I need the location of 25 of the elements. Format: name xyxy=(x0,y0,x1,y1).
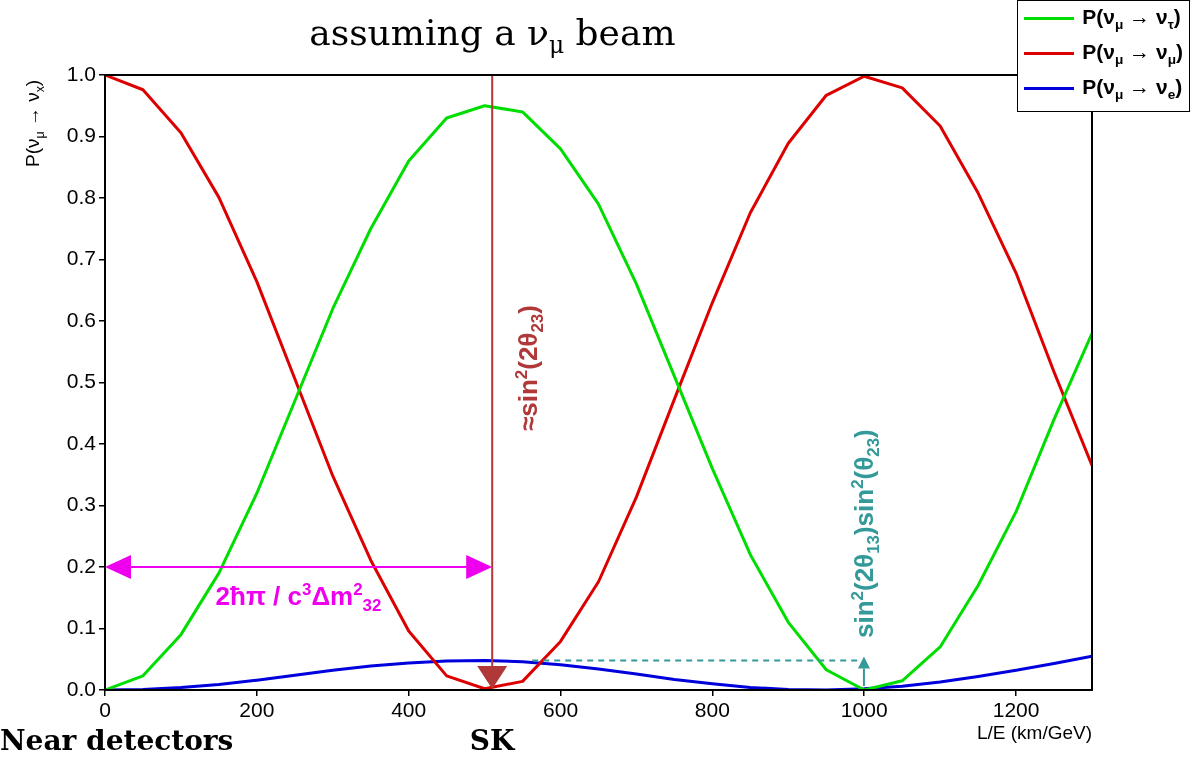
y-tick-label: 0.0 xyxy=(66,676,96,700)
x-tick-label: 600 xyxy=(543,698,579,722)
y-tick-label: 0.5 xyxy=(66,369,96,393)
x-tick-label: 1000 xyxy=(840,698,888,722)
y-tick-label: 0.9 xyxy=(66,123,96,147)
x-tick-label: 1200 xyxy=(992,698,1040,722)
text: SK xyxy=(469,724,515,757)
y-tick-label: 0.6 xyxy=(66,307,96,331)
y-tick-label: 0.4 xyxy=(66,430,97,454)
y-tick-label: 0.8 xyxy=(66,184,96,208)
text: Near detectors xyxy=(0,724,234,757)
y-tick-label: 0.2 xyxy=(66,553,96,577)
legend-label: P(ν$_{μ}$ → ν$_{μ}$) xyxy=(1081,39,1183,70)
x-axis-title: L/E (km/GeV) xyxy=(977,722,1093,744)
y-tick-label: 0.7 xyxy=(66,246,96,270)
x-tick-label: 800 xyxy=(694,698,730,722)
y-tick-label: 1.0 xyxy=(66,61,96,85)
legend-label: P(ν$_{μ}$ → ν$_{τ}$) xyxy=(1081,4,1182,35)
y-tick-label: 0.1 xyxy=(66,615,96,639)
chart-title: assuming a ν$_{μ}$ beam xyxy=(309,12,676,60)
x-tick-label: 0 xyxy=(99,698,111,722)
legend-label: P(ν$_{μ}$ → ν$_{e}$) xyxy=(1081,74,1183,105)
x-tick-label: 400 xyxy=(391,698,427,722)
y-tick-label: 0.3 xyxy=(66,492,96,516)
x-tick-label: 200 xyxy=(239,698,275,722)
